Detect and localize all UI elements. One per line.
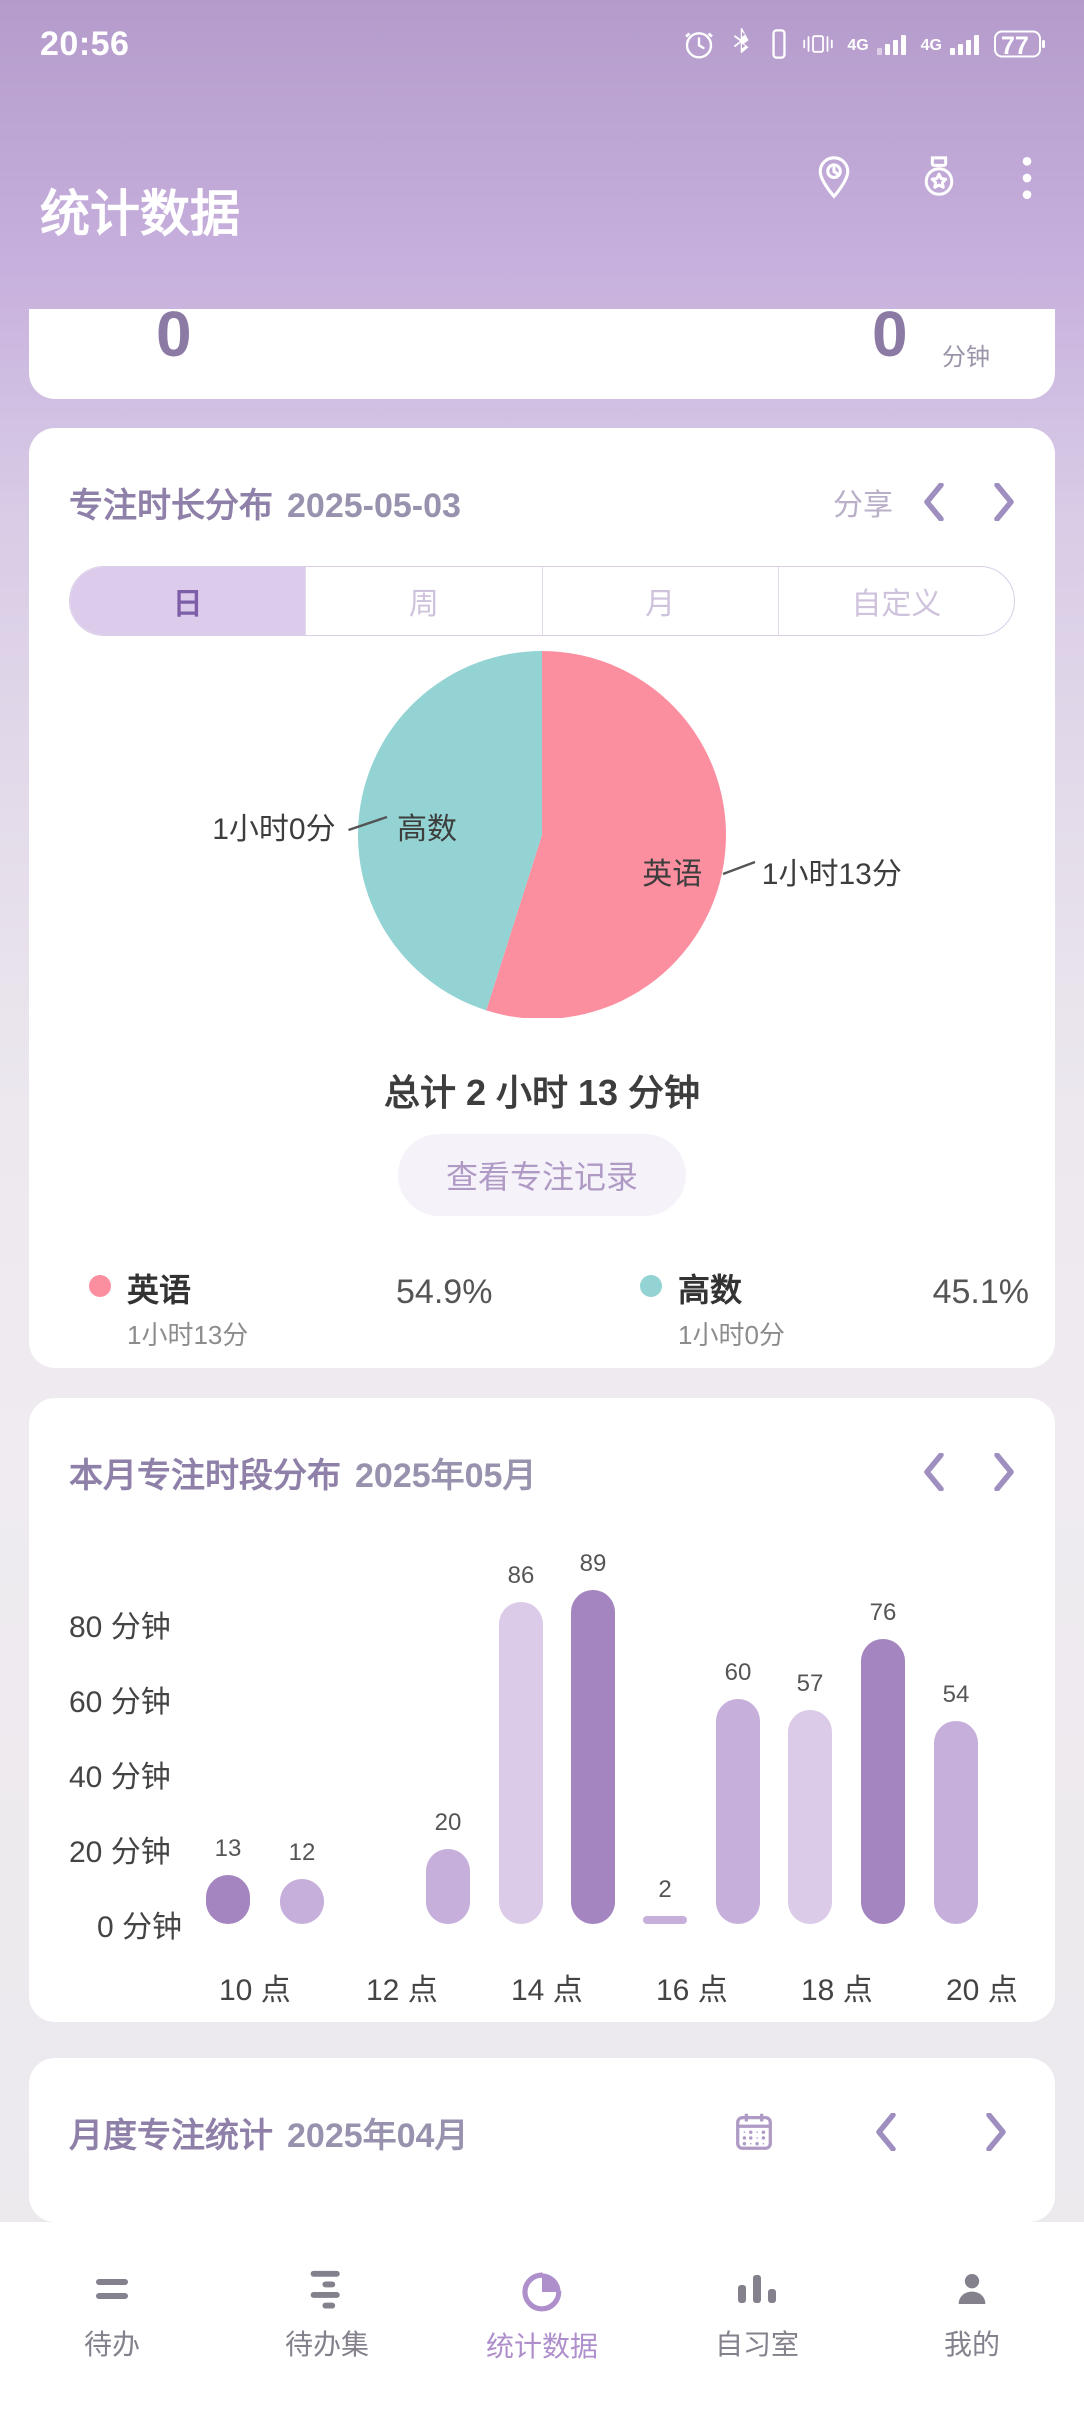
svg-text:1小时0分: 1小时0分: [212, 813, 335, 846]
svg-text:高数: 高数: [397, 813, 457, 846]
svg-text:英语: 英语: [642, 858, 702, 891]
svg-text:1小时13分: 1小时13分: [762, 858, 902, 891]
